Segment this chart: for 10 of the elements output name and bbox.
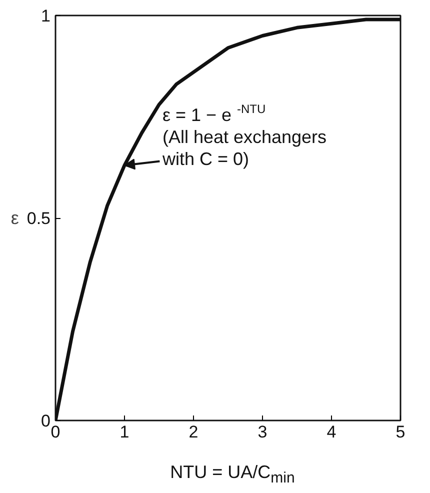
x-tick-label: 5 — [396, 422, 406, 442]
y-tick-label: 0.5 — [26, 209, 51, 228]
y-tick-label: 1 — [41, 6, 51, 26]
y-axis-title: ε — [10, 208, 19, 228]
x-tick-label: 4 — [326, 422, 336, 442]
annotation: ε = 1 − e-NTU (All heat exchangers with C = 0) — [161, 102, 327, 169]
x-tick-label: 3 — [258, 422, 268, 442]
x-tick-label: 2 — [188, 422, 198, 442]
x-axis-title: NTU = UA/C$_{min}$ — [170, 461, 295, 489]
x-tick-label: 1 — [120, 422, 130, 442]
